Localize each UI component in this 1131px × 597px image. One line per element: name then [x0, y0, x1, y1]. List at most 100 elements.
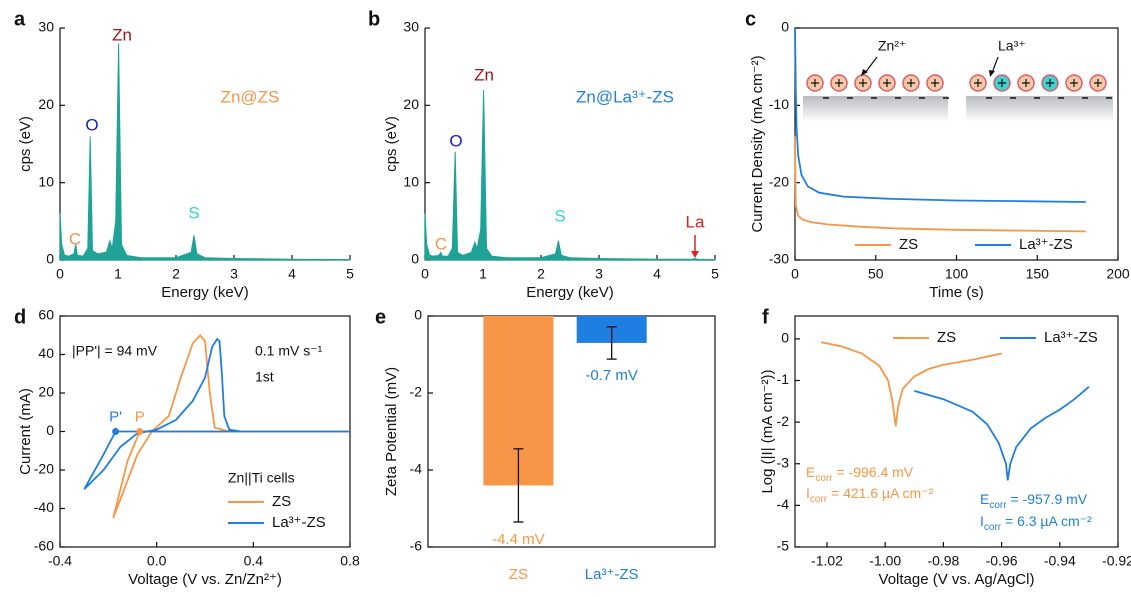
y-tick-label: 0 [414, 307, 422, 323]
annotation: C [435, 234, 447, 253]
panel-letter: e [375, 306, 386, 328]
annotation-part: corr [989, 500, 1007, 511]
panel-letter: b [368, 8, 380, 30]
ion-sign [998, 79, 1006, 87]
x-tick-label: 2 [172, 266, 180, 282]
x-tick-label: -0.4 [48, 553, 72, 569]
x-tick-label: 1 [479, 266, 487, 282]
y-tick-label: -2 [410, 384, 423, 400]
annotation-part: I [980, 513, 984, 529]
legend-label: La³⁺-ZS [272, 514, 326, 531]
y-tick-label: -40 [34, 499, 54, 515]
y-tick-label: -3 [777, 454, 790, 470]
y-tick-label: -20 [34, 461, 54, 477]
y-tick-label: 40 [38, 345, 54, 361]
y-tick-label: 20 [38, 96, 54, 112]
x-tick-label: 150 [1026, 266, 1050, 282]
legend-label: ZS [899, 236, 918, 253]
y-axis-label: Current Density (mA cm⁻²) [749, 55, 766, 232]
x-axis-label: Energy (keV) [161, 284, 249, 301]
marker [112, 428, 120, 435]
series-line [914, 386, 1090, 481]
y-tick-label: 0 [411, 251, 419, 267]
annotation-part: = -957.9 mV [1007, 491, 1088, 507]
axes-frame [794, 315, 1119, 548]
series-line [112, 333, 350, 519]
surface [803, 96, 948, 122]
annotation: Zn@La³⁺-ZS [576, 87, 674, 106]
x-tick-label: ZS [509, 566, 528, 583]
annotation: Icorr = 421.6 µA cm⁻² [806, 485, 934, 505]
annotation: 0.1 mV s⁻¹ [255, 343, 323, 359]
y-tick-label: 30 [38, 19, 54, 35]
y-tick-label: 10 [38, 173, 54, 189]
ion-sign [859, 79, 867, 87]
legend-label: La³⁺-ZS [1019, 236, 1073, 253]
arrow-head [861, 69, 868, 76]
annotation: La [686, 212, 705, 231]
y-tick-label: -4 [777, 496, 790, 512]
panel-letter: f [762, 306, 769, 328]
x-axis-label: Energy (keV) [526, 284, 614, 301]
ion-sign [1094, 79, 1102, 87]
annotation: Ecorr = -996.4 mV [806, 464, 914, 484]
x-tick-label: 50 [868, 266, 884, 282]
annotation: O [85, 115, 98, 134]
x-tick-label: 0 [421, 266, 429, 282]
annotation: Icorr = 6.3 µA cm⁻² [980, 513, 1092, 533]
x-tick-label: 0.4 [244, 553, 264, 569]
annotation: S [188, 203, 199, 222]
series-line [794, 27, 1086, 203]
y-axis-label: cps (eV) [383, 116, 400, 172]
y-axis-label: cps (eV) [17, 116, 34, 172]
ion-sign [1070, 79, 1078, 87]
surface [966, 96, 1113, 122]
y-axis-label: Current (mA) [17, 388, 34, 475]
annotation: S [554, 206, 565, 225]
arrow [991, 56, 999, 74]
y-tick-label: -60 [34, 538, 54, 554]
annotation: La³⁺ [998, 38, 1026, 54]
ion-sign [835, 79, 843, 87]
y-tick-label: 30 [403, 19, 419, 35]
ion-sign [1022, 79, 1030, 87]
annotation: |PP'| = 94 mV [72, 343, 158, 359]
x-tick-label: -1.00 [869, 553, 901, 569]
x-tick-label: 5 [711, 266, 719, 282]
annotation-part: I [806, 485, 810, 501]
x-tick-label: 4 [653, 266, 661, 282]
y-tick-label: -2 [777, 413, 790, 429]
x-tick-label: -0.96 [986, 553, 1018, 569]
annotation-part: corr [810, 494, 828, 505]
error-bar [513, 448, 524, 523]
annotation-part: = -996.4 mV [833, 464, 914, 480]
marker [136, 428, 144, 435]
y-tick-label: 20 [403, 96, 419, 112]
legend-label: ZS [937, 329, 956, 346]
x-tick-label: 1 [114, 266, 122, 282]
x-tick-label: -0.98 [927, 553, 959, 569]
annotation-part: corr [815, 473, 833, 484]
y-tick-label: 0 [781, 19, 789, 35]
y-axis-label: Zeta Potential (mV) [383, 367, 400, 496]
y-tick-label: 0 [46, 422, 54, 438]
annotation: O [449, 131, 462, 150]
y-tick-label: 0 [46, 251, 54, 267]
legend-label: ZS [272, 493, 291, 510]
series-line [83, 337, 350, 490]
panel-letter: d [14, 306, 26, 328]
y-tick-label: 10 [403, 173, 419, 189]
ion-sign [974, 79, 982, 87]
y-tick-label: 0 [781, 330, 789, 346]
spectrum-area [59, 43, 351, 261]
y-axis-label: Log (|I| (mA cm⁻²)) [759, 369, 776, 493]
annotation: Zn@ZS [221, 87, 280, 106]
y-tick-label: 20 [38, 384, 54, 400]
legend-label: La³⁺-ZS [1044, 329, 1098, 346]
y-tick-label: -5 [777, 538, 790, 554]
annotation-part: = 421.6 µA cm⁻² [827, 485, 933, 501]
x-tick-label: 200 [1106, 266, 1130, 282]
annotation: Zn [112, 25, 132, 44]
x-axis-label: Time (s) [929, 284, 983, 301]
ion-sign [811, 79, 819, 87]
